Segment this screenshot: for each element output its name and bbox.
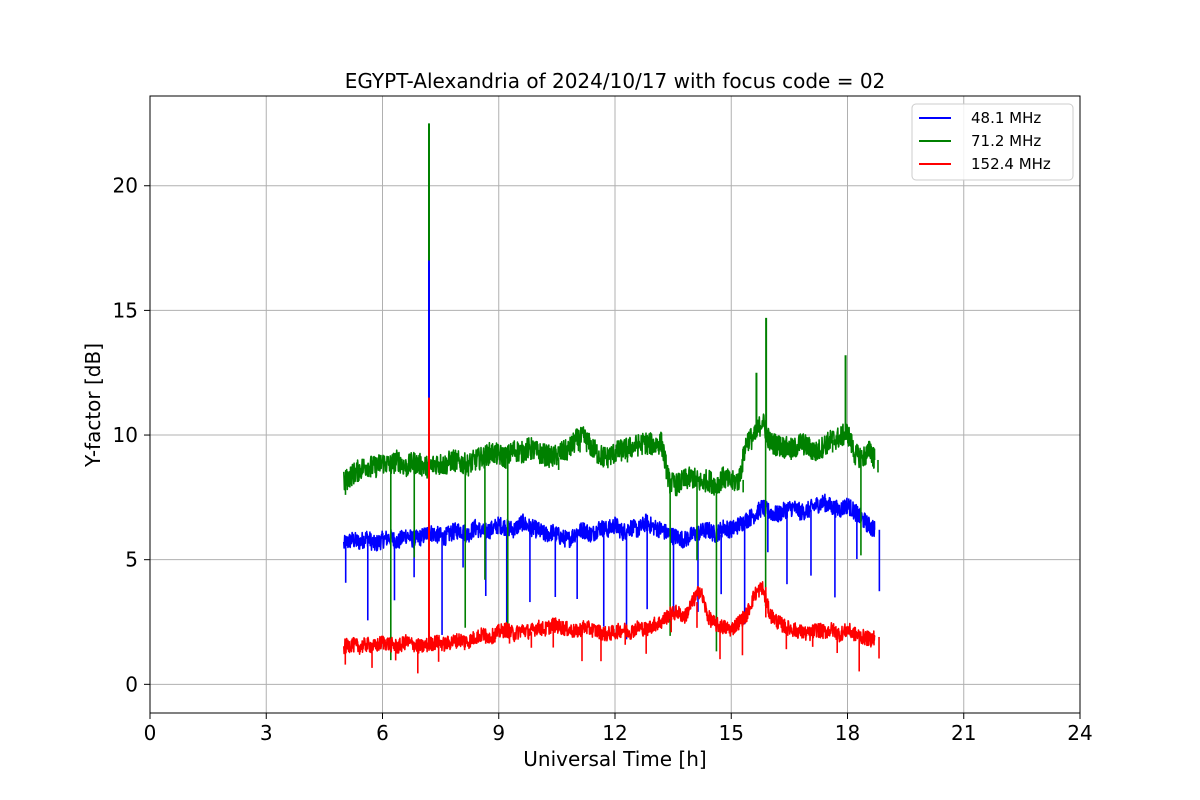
series-layer [343,123,881,674]
legend-label: 152.4 MHz [971,155,1051,173]
legend-label: 71.2 MHz [971,132,1041,150]
x-tick-label: 3 [260,721,273,745]
y-tick-label: 20 [113,174,138,198]
y-tick-label: 15 [113,298,138,322]
x-axis: 0 3 6 9 12 15 18 21 24 [144,713,1093,745]
y-axis-label: Y-factor [dB] [81,343,105,468]
x-axis-label: Universal Time [h] [523,747,706,771]
y-axis: 0 5 10 15 20 [113,174,150,696]
y-tick-label: 10 [113,423,138,447]
x-tick-label: 15 [719,721,744,745]
y-tick-label: 5 [125,548,138,572]
x-tick-label: 24 [1067,721,1092,745]
y-tick-label: 0 [125,672,138,696]
x-tick-label: 6 [376,721,389,745]
series-line [343,581,876,655]
x-tick-label: 0 [144,721,157,745]
x-tick-label: 12 [602,721,627,745]
x-tick-label: 9 [492,721,505,745]
legend: 48.1 MHz 71.2 MHz 152.4 MHz [911,103,1074,181]
series-line [343,413,876,497]
x-tick-label: 18 [835,721,860,745]
chart-title: EGYPT-Alexandria of 2024/10/17 with focu… [345,69,886,93]
legend-label: 48.1 MHz [971,109,1041,127]
series-line [343,493,876,552]
legend-box [911,103,1074,181]
x-tick-label: 21 [951,721,976,745]
